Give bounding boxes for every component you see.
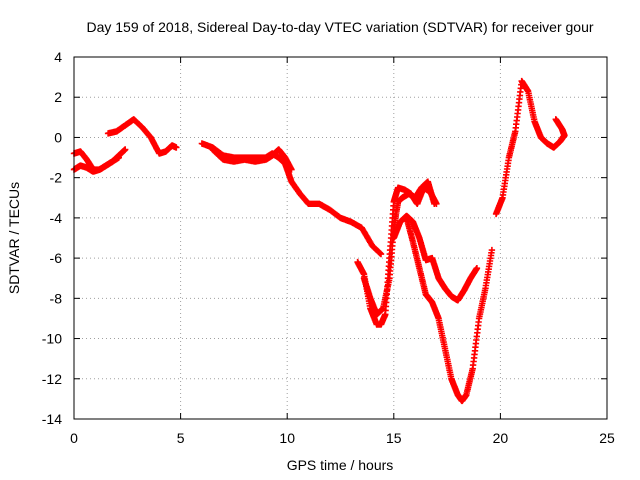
- y-tick-label: 0: [54, 129, 62, 145]
- y-tick-labels: -14 -12 -10 -8 -6 -4 -2 0 2 4: [42, 49, 62, 427]
- grid-layer: [73, 56, 608, 420]
- x-tick-label: 15: [386, 430, 402, 446]
- y-tick-label: -12: [42, 371, 62, 387]
- data-series: [390, 212, 481, 304]
- plus-markers: [403, 214, 496, 405]
- plus-markers: [104, 116, 180, 157]
- x-tick-label: 10: [279, 430, 295, 446]
- y-tick-label: -4: [50, 210, 63, 226]
- x-tick-label: 5: [177, 430, 185, 446]
- y-tick-label: 4: [54, 49, 62, 65]
- x-tick-label: 25: [599, 430, 615, 446]
- chart-title: Day 159 of 2018, Sidereal Day-to-day VTE…: [86, 19, 593, 35]
- plus-markers: [360, 178, 438, 318]
- x-tick-label: 0: [70, 430, 78, 446]
- y-axis-label: SDTVAR / TECUs: [6, 182, 22, 294]
- data-series: [209, 146, 295, 173]
- plot-frame: [73, 56, 608, 420]
- y-tick-label: -10: [42, 331, 62, 347]
- data-series: [104, 116, 180, 157]
- plus-markers: [390, 212, 481, 304]
- y-tick-label: -2: [50, 170, 63, 186]
- y-tick-label: -6: [50, 250, 63, 266]
- x-axis-label: GPS time / hours: [287, 457, 394, 473]
- x-tick-label: 20: [493, 430, 509, 446]
- y-tick-label: 2: [54, 89, 62, 105]
- y-tick-label: -8: [50, 290, 63, 306]
- series-layer: [70, 77, 568, 405]
- data-series: [492, 77, 568, 218]
- y-tick-label: -14: [42, 411, 62, 427]
- plus-markers: [492, 77, 568, 218]
- x-tick-labels: 0 5 10 15 20 25: [70, 430, 615, 446]
- data-series: [360, 178, 438, 318]
- plus-markers: [209, 146, 295, 173]
- data-series: [552, 116, 568, 139]
- data-series: [403, 214, 496, 405]
- plus-markers: [552, 116, 568, 139]
